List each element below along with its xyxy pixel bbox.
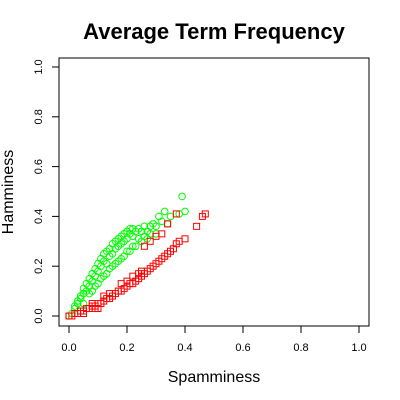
data-point-square — [201, 210, 209, 218]
data-point-square — [80, 310, 87, 318]
data-point-square — [106, 290, 114, 298]
y-tick-label: 0.0 — [33, 308, 45, 323]
y-tick-label: 1.0 — [33, 59, 45, 74]
data-point-circle — [117, 254, 125, 263]
data-point-square — [181, 235, 189, 243]
x-tick-label: 0.4 — [177, 342, 192, 354]
x-tick-label: 0.8 — [293, 342, 308, 354]
data-point-circle — [129, 242, 137, 251]
y-axis-label: Hamminess — [0, 150, 17, 234]
data-point-square — [146, 237, 154, 245]
y-tick-label: 0.2 — [33, 259, 45, 274]
data-points — [65, 192, 209, 320]
data-point-circle — [100, 272, 108, 280]
plot-border — [58, 57, 370, 327]
y-tick-label: 0.6 — [33, 159, 45, 174]
data-point-circle — [111, 259, 120, 268]
data-point-square — [123, 277, 131, 285]
data-point-circle — [178, 192, 186, 201]
data-point-square — [140, 242, 148, 250]
x-tick-label: 0.2 — [119, 342, 134, 354]
data-point-circle — [181, 207, 189, 216]
x-tick-label: 1.0 — [351, 342, 366, 354]
data-point-circle — [152, 222, 160, 231]
axes: 0.0 0.2 0.4 0.6 0.8 1.0 0.0 0.2 0.4 0.6 0.8 1.0 — [33, 59, 367, 354]
data-point-square — [135, 270, 143, 278]
chart-title: Average Term Frequency — [83, 19, 345, 44]
y-tick-label: 0.4 — [33, 209, 45, 224]
data-point-circle — [123, 247, 131, 256]
x-tick-label: 0.6 — [235, 342, 250, 354]
data-point-circle — [160, 207, 169, 216]
data-point-circle — [94, 279, 102, 288]
data-point-circle — [131, 242, 140, 251]
data-point-square — [94, 305, 102, 313]
y-tick-label: 0.8 — [33, 109, 45, 124]
data-point-square — [193, 222, 201, 230]
x-axis-label: Spamminess — [168, 369, 260, 386]
data-point-square — [158, 230, 166, 238]
x-tick-label: 0.0 — [61, 342, 76, 354]
data-point-circle — [88, 287, 96, 295]
data-point-square — [172, 210, 180, 218]
data-point-circle — [105, 264, 114, 273]
data-point-square — [164, 220, 172, 228]
